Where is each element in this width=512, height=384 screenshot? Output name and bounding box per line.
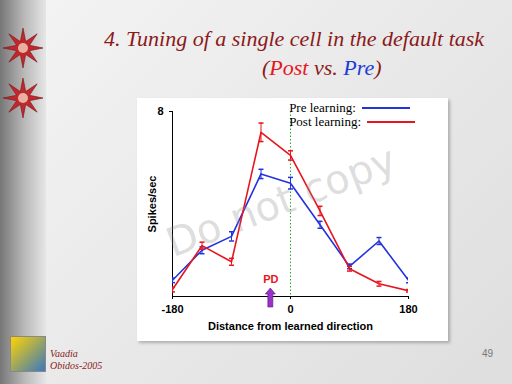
svg-text:8: 8 — [157, 105, 163, 117]
html-text:Do not copy: Do not copy — [159, 136, 402, 266]
html-text:Vaadia: Vaadia — [50, 348, 78, 359]
svg-text:PD: PD — [263, 273, 278, 285]
html-text:49: 49 — [482, 348, 494, 359]
html-text:4. Tuning of a single cell in: 4. Tuning of a single cell in the defaul… — [104, 26, 485, 51]
svg-text:0: 0 — [287, 303, 293, 315]
html-text:Post learning:: Post learning: — [289, 114, 361, 129]
html-text:(Post vs. Pre): (Post vs. Pre) — [262, 55, 382, 80]
svg-text:-180: -180 — [161, 303, 183, 315]
svg-text:180: 180 — [399, 303, 417, 315]
html-text:Obidos-2005: Obidos-2005 — [50, 360, 103, 371]
html-text:Pre learning:: Pre learning: — [289, 100, 356, 115]
svg-text:Spikes/sec: Spikes/sec — [146, 176, 158, 233]
svg-text:Distance from learned directio: Distance from learned direction — [208, 320, 373, 332]
